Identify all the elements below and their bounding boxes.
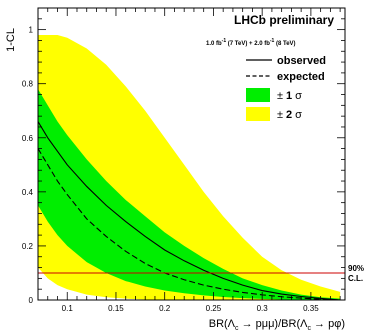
y-tick-label: 0.6 xyxy=(22,134,34,143)
luminosity-label: 1.0 fb-1 (7 TeV) + 2.0 fb-1 (8 TeV) xyxy=(206,38,296,47)
x-tick-label: 0.35 xyxy=(303,304,319,313)
x-tick-label: 0.3 xyxy=(257,304,269,313)
cl-label-cl: C.L. xyxy=(348,274,363,283)
y-tick-label: 0 xyxy=(29,296,34,305)
legend-band2-label: ±2 σ xyxy=(277,109,302,121)
observed-line xyxy=(38,121,341,300)
legend-observed-label: observed xyxy=(277,55,326,67)
legend: LHCb preliminary 1.0 fb-1 (7 TeV) + 2.0 … xyxy=(206,13,334,121)
y-axis-title: 1-CL xyxy=(5,28,17,52)
legend-band1-swatch xyxy=(246,88,270,102)
legend-expected-label: expected xyxy=(277,71,325,83)
expected-line xyxy=(38,148,341,300)
legend-band1-label: ±1 σ xyxy=(277,90,302,102)
x-tick-label: 0.2 xyxy=(159,304,171,313)
plot-frame xyxy=(37,7,346,301)
x-tick-label: 0.15 xyxy=(108,304,124,313)
plot-area: 0.1 0.15 0.2 0.25 0.3 0.35 0 0.2 0.4 0.6 0.8 1 xyxy=(22,7,346,313)
band-1-sigma xyxy=(38,89,341,300)
cl-label-percent: 90% xyxy=(348,264,364,273)
y-tick-label: 0.4 xyxy=(22,188,34,197)
experiment-label: LHCb preliminary xyxy=(234,13,334,27)
x-axis-title: BR(Λc → pμμ)/BR(Λc → pφ) xyxy=(209,318,345,332)
x-tick-label: 0.1 xyxy=(62,304,74,313)
x-tick-label: 0.25 xyxy=(206,304,222,313)
y-tick-label: 0.8 xyxy=(22,80,34,89)
legend-band2-swatch xyxy=(246,107,270,121)
y-tick-label: 0.2 xyxy=(22,242,34,251)
y-tick-label: 1 xyxy=(29,26,34,35)
